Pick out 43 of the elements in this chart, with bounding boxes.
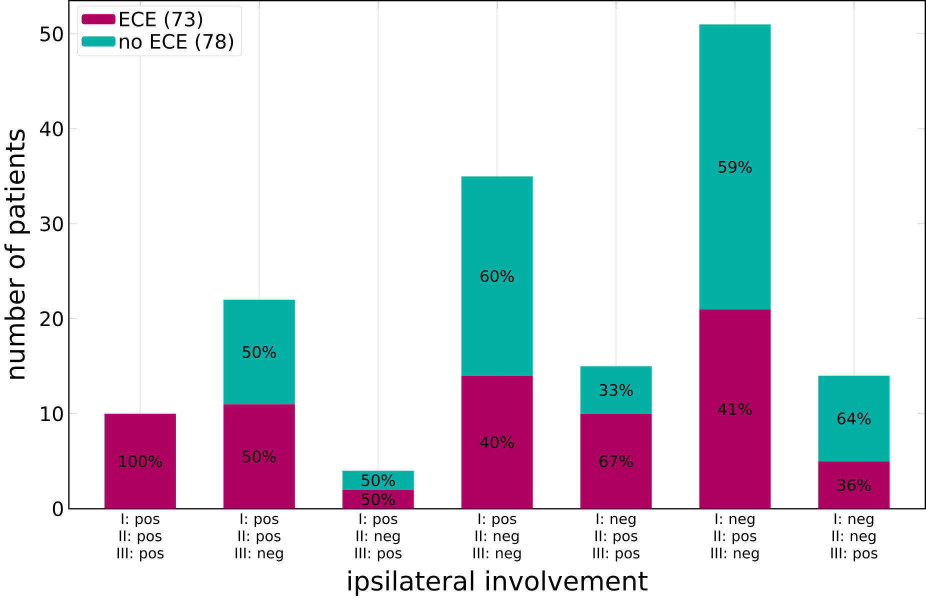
annotation: 60% xyxy=(480,270,514,282)
bar xyxy=(699,309,771,509)
y-tick-label: 20 xyxy=(40,311,63,326)
x-axis-title: ipsilateral involvement xyxy=(348,570,648,596)
bar xyxy=(461,176,533,376)
x-tick-label: I: pos II: neg III: neg xyxy=(474,513,521,562)
x-tick-label: I: neg II: pos III: neg xyxy=(711,513,759,562)
y-tick-label: 30 xyxy=(40,216,63,232)
annotation: 33% xyxy=(600,384,633,396)
x-tick-label: I: neg II: pos III: pos xyxy=(593,513,640,562)
legend-label: ECE (73) xyxy=(120,11,202,29)
annotation: 50% xyxy=(362,493,395,506)
y-tick-label: 10 xyxy=(41,406,63,422)
legend-label: no ECE (78) xyxy=(120,33,234,52)
bar xyxy=(224,404,295,509)
annotation: 59% xyxy=(718,160,752,173)
annotation: 50% xyxy=(242,450,276,462)
bar xyxy=(699,24,771,310)
annotation: 100% xyxy=(119,455,162,468)
y-tick-label: 40 xyxy=(40,121,63,136)
x-tick-label: I: pos II: neg III: pos xyxy=(355,513,402,562)
bar xyxy=(580,366,652,414)
x-tick-label: I: neg II: neg III: pos xyxy=(831,513,878,562)
bar xyxy=(461,376,533,509)
x-tick-label: I: pos II: pos III: pos xyxy=(118,513,164,562)
bar xyxy=(818,376,890,462)
bar xyxy=(818,461,890,509)
y-tick-label: 50 xyxy=(40,26,63,42)
bar xyxy=(224,300,295,404)
bar xyxy=(580,414,652,509)
annotation: 40% xyxy=(480,436,514,448)
annotation: 41% xyxy=(718,402,752,415)
annotation: 50% xyxy=(362,474,395,486)
annotation: 67% xyxy=(600,455,633,468)
bar xyxy=(342,490,414,509)
annotation: 64% xyxy=(837,412,871,424)
annotation: 50% xyxy=(242,346,276,358)
y-axis-title: number of patients xyxy=(4,129,30,379)
x-tick-label: I: pos II: pos III: neg xyxy=(236,513,283,562)
annotation: 36% xyxy=(838,478,871,491)
bar xyxy=(104,414,176,509)
bar xyxy=(342,470,414,490)
y-tick-label: 0 xyxy=(52,501,63,516)
